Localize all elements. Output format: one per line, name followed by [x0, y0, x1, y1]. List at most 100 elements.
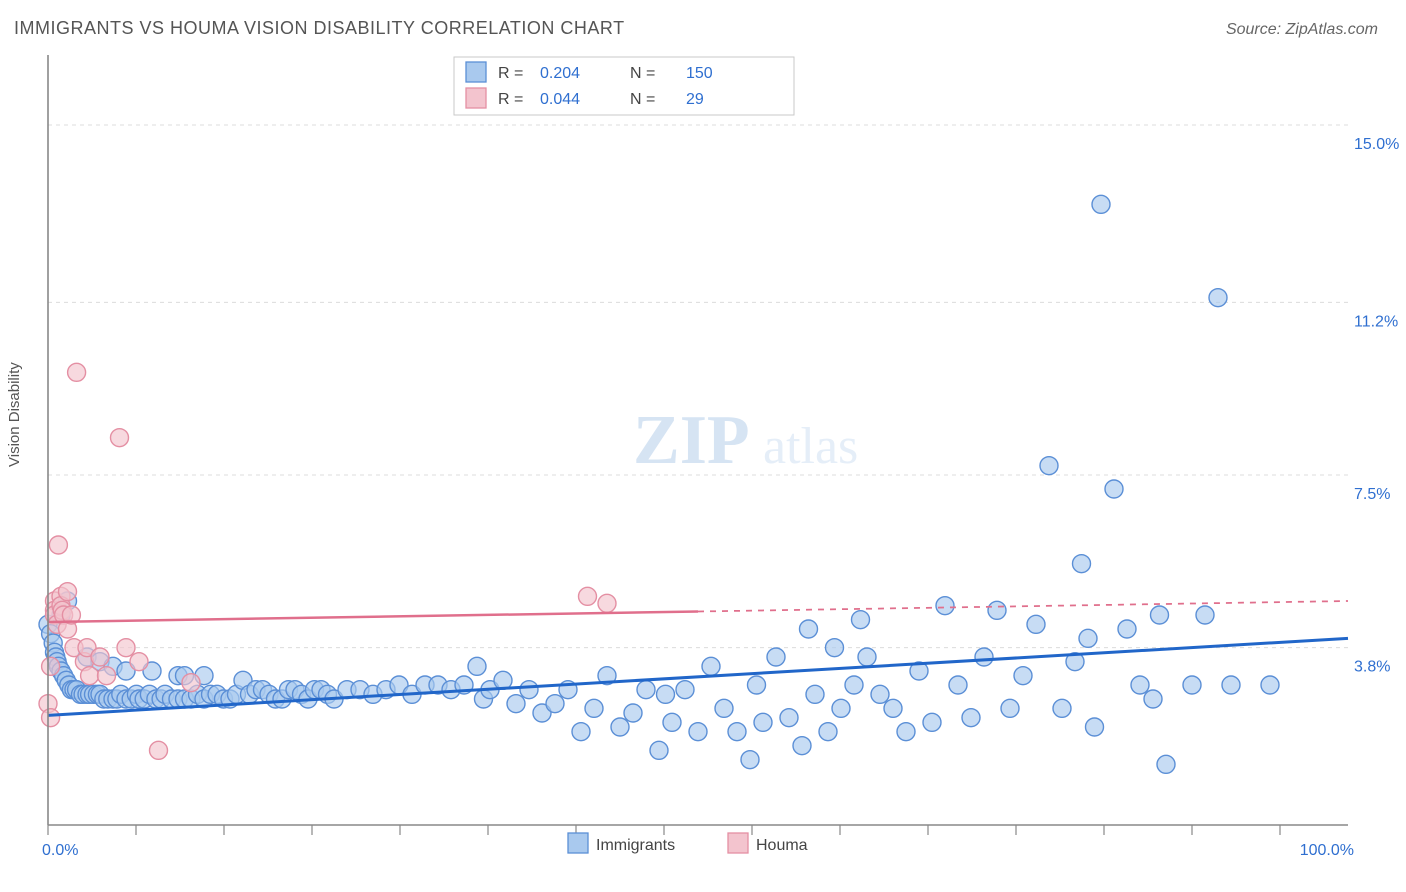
scatter-point [1027, 615, 1045, 633]
legend-swatch [568, 833, 588, 853]
watermark: atlas [763, 418, 858, 475]
scatter-point [59, 583, 77, 601]
scatter-point [130, 653, 148, 671]
scatter-point [657, 685, 675, 703]
scatter-point [1209, 289, 1227, 307]
scatter-point [988, 601, 1006, 619]
scatter-point [1157, 755, 1175, 773]
scatter-point [806, 685, 824, 703]
scatter-point [1086, 718, 1104, 736]
scatter-point [1105, 480, 1123, 498]
scatter-point [1040, 457, 1058, 475]
legend-r-label: R = [498, 65, 523, 82]
scatter-point [852, 611, 870, 629]
legend-n-value: 29 [686, 91, 704, 108]
trend-line-dashed [698, 601, 1348, 612]
scatter-point [1131, 676, 1149, 694]
scatter-point [1151, 606, 1169, 624]
scatter-point [507, 695, 525, 713]
scatter-point [715, 699, 733, 717]
scatter-point [800, 620, 818, 638]
scatter-point [748, 676, 766, 694]
legend-swatch [466, 62, 486, 82]
scatter-point [754, 713, 772, 731]
x-tick-label: 0.0% [42, 842, 78, 859]
y-tick-label: 15.0% [1354, 136, 1399, 153]
scatter-point [624, 704, 642, 722]
scatter-point [1183, 676, 1201, 694]
scatter-point [845, 676, 863, 694]
scatter-point [949, 676, 967, 694]
scatter-point [650, 741, 668, 759]
scatter-point [637, 681, 655, 699]
scatter-point [1053, 699, 1071, 717]
legend-swatch [728, 833, 748, 853]
scatter-point [936, 597, 954, 615]
y-tick-label: 11.2% [1354, 313, 1398, 330]
trend-line [48, 612, 698, 623]
scatter-point [1144, 690, 1162, 708]
scatter-point [520, 681, 538, 699]
scatter-point [111, 429, 129, 447]
legend-n-label: N = [630, 91, 655, 108]
scatter-point [150, 741, 168, 759]
scatter-point [1014, 667, 1032, 685]
scatter-point [598, 594, 616, 612]
scatter-point [741, 751, 759, 769]
legend-n-value: 150 [686, 65, 713, 82]
scatter-point [585, 699, 603, 717]
scatter-point [923, 713, 941, 731]
legend-r-value: 0.204 [540, 65, 580, 82]
watermark: ZIP [633, 402, 750, 479]
correlation-chart: 3.8% 7.5% 11.2% 15.0% ZIPatlas 0.0% 100.0% R = 0… [0, 47, 1406, 877]
scatter-point [663, 713, 681, 731]
scatter-point [676, 681, 694, 699]
scatter-point [832, 699, 850, 717]
scatter-point [1001, 699, 1019, 717]
scatter-point [962, 709, 980, 727]
chart-title: IMMIGRANTS VS HOUMA VISION DISABILITY CO… [14, 18, 625, 39]
x-tick-label: 100.0% [1300, 842, 1354, 859]
scatter-point [975, 648, 993, 666]
legend-r-label: R = [498, 91, 523, 108]
scatter-point [884, 699, 902, 717]
scatter-point [897, 723, 915, 741]
scatter-point [49, 536, 67, 554]
scatter-point [42, 657, 60, 675]
scatter-point [826, 639, 844, 657]
legend-series-label: Immigrants [596, 837, 675, 854]
scatter-point [572, 723, 590, 741]
scatter-point [42, 709, 60, 727]
scatter-point [546, 695, 564, 713]
scatter-point [780, 709, 798, 727]
y-axis-label: Vision Disability [6, 362, 23, 467]
y-tick-label: 7.5% [1354, 486, 1390, 503]
scatter-point [767, 648, 785, 666]
scatter-point [1073, 555, 1091, 573]
scatter-point [793, 737, 811, 755]
scatter-point [1222, 676, 1240, 694]
legend-series-label: Houma [756, 837, 808, 854]
scatter-point [819, 723, 837, 741]
legend-r-value: 0.044 [540, 91, 580, 108]
scatter-point [468, 657, 486, 675]
scatter-point [1118, 620, 1136, 638]
y-tick-label: 3.8% [1354, 659, 1390, 676]
scatter-point [611, 718, 629, 736]
legend-n-label: N = [630, 65, 655, 82]
scatter-point [117, 639, 135, 657]
scatter-point [68, 363, 86, 381]
scatter-point [81, 667, 99, 685]
scatter-point [871, 685, 889, 703]
scatter-point [1261, 676, 1279, 694]
scatter-point [579, 587, 597, 605]
scatter-point [91, 648, 109, 666]
scatter-point [858, 648, 876, 666]
scatter-point [1079, 629, 1097, 647]
scatter-point [1092, 195, 1110, 213]
scatter-point [702, 657, 720, 675]
scatter-point [1196, 606, 1214, 624]
scatter-point [182, 674, 200, 692]
scatter-point [728, 723, 746, 741]
scatter-point [98, 667, 116, 685]
